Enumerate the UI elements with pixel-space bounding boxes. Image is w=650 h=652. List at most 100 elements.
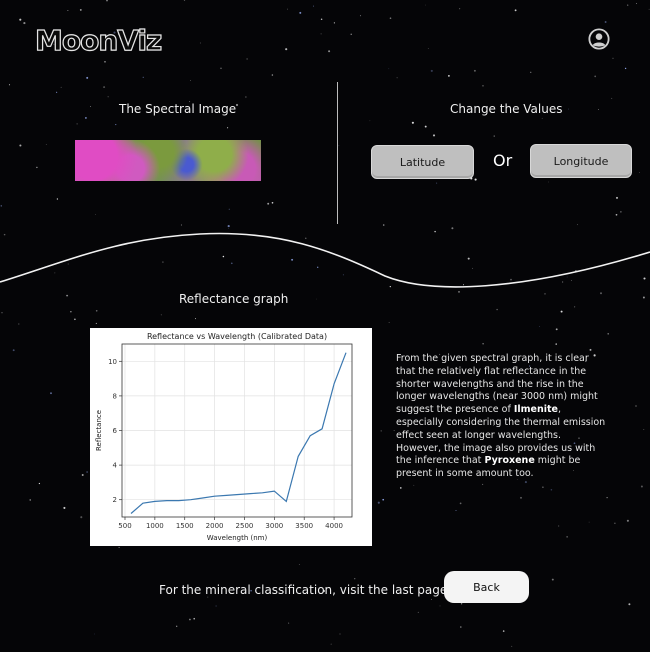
star [107,96,109,98]
star [305,237,307,239]
star [396,77,398,79]
star [451,227,454,230]
star [566,276,568,278]
star [640,485,643,488]
star [607,333,609,335]
star [636,3,637,4]
star [467,257,470,260]
mineral-pyroxene: Pyroxene [484,455,535,467]
star [228,208,230,210]
star [573,470,574,471]
star [56,198,59,200]
star [29,499,31,501]
star [50,392,52,395]
plot-frame [121,343,353,518]
star [539,325,541,327]
star [459,383,461,385]
reflectance-series-line [130,352,347,514]
star [359,15,362,17]
star [333,22,336,24]
star [473,69,476,72]
star [482,343,484,345]
star [615,213,618,216]
star [183,0,186,1]
user-circle-icon[interactable] [588,28,610,50]
reflectance-chart-svg: 500 1000 1500 2000 2500 3000 3500 4000 2 4 6 8 10 Ref… [95,332,353,542]
y-tick-label: 4 [113,462,118,470]
star [57,30,60,32]
star [95,309,98,312]
star [38,482,41,485]
longitude-button[interactable]: Longitude [530,144,632,178]
star [291,258,294,261]
star [639,172,640,173]
star [320,18,323,20]
star [23,22,26,25]
star [76,123,78,125]
star [316,298,318,300]
star [19,18,22,21]
star [462,284,465,286]
star [593,354,596,357]
star [529,365,531,367]
star [66,294,69,297]
star [573,442,576,445]
star [431,598,432,600]
spectral-image-title: The Spectral Image [119,102,237,116]
star [95,322,97,324]
star [320,33,322,35]
star [288,622,290,624]
star [271,201,274,204]
analysis-description: From the given spectral graph, it is cle… [396,353,608,481]
star [458,291,460,293]
star [84,116,87,119]
star [643,277,646,280]
star [555,343,557,345]
x-axis-label: Wavelength (nm) [207,534,268,542]
star [496,308,498,311]
star [439,353,441,355]
back-button[interactable]: Back [444,571,529,603]
star [566,536,568,538]
star [482,483,484,485]
star [142,76,144,78]
star [0,205,2,207]
star [439,605,441,607]
description-part-2: , especially considering the thermal emi… [396,404,606,467]
star [350,33,352,35]
star [63,506,66,509]
star [432,134,436,137]
star [388,68,390,70]
app-logo[interactable]: MoonViz [34,23,163,57]
star [389,17,392,19]
star [90,106,91,107]
x-tick-label: 3000 [265,522,283,530]
star [541,117,543,119]
star [299,11,302,14]
star [95,214,96,215]
star [312,5,314,7]
star [493,135,495,137]
star [635,405,637,407]
star [530,71,532,73]
star [106,0,108,2]
star [19,144,22,147]
latitude-button[interactable]: Latitude [371,145,474,179]
star [86,76,89,79]
star [585,360,587,363]
y-tick-label: 8 [113,392,117,400]
star [189,618,191,621]
star [459,502,462,505]
star [427,48,429,49]
star [207,596,209,598]
star [230,262,233,265]
x-tick-label: 3500 [295,522,313,530]
star [460,603,463,605]
reflectance-chart: 500 1000 1500 2000 2500 3000 3500 4000 2 4 6 8 10 Ref… [90,328,372,546]
star [222,255,225,258]
star [520,496,522,499]
star [388,322,390,323]
star [606,496,608,499]
star [1,312,3,314]
star [285,48,288,51]
